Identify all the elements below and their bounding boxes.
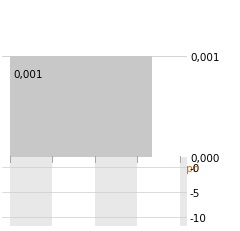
Text: Jul: Jul — [52, 163, 65, 173]
Text: 0,001: 0,001 — [14, 69, 43, 79]
Bar — [10, 57, 152, 158]
Bar — [180, 158, 223, 226]
Bar — [95, 158, 138, 226]
Text: Apr: Apr — [180, 163, 198, 173]
Text: Apr: Apr — [10, 163, 28, 173]
Text: Okt: Okt — [95, 163, 113, 173]
Bar — [10, 158, 52, 226]
Text: Jan: Jan — [138, 163, 153, 173]
